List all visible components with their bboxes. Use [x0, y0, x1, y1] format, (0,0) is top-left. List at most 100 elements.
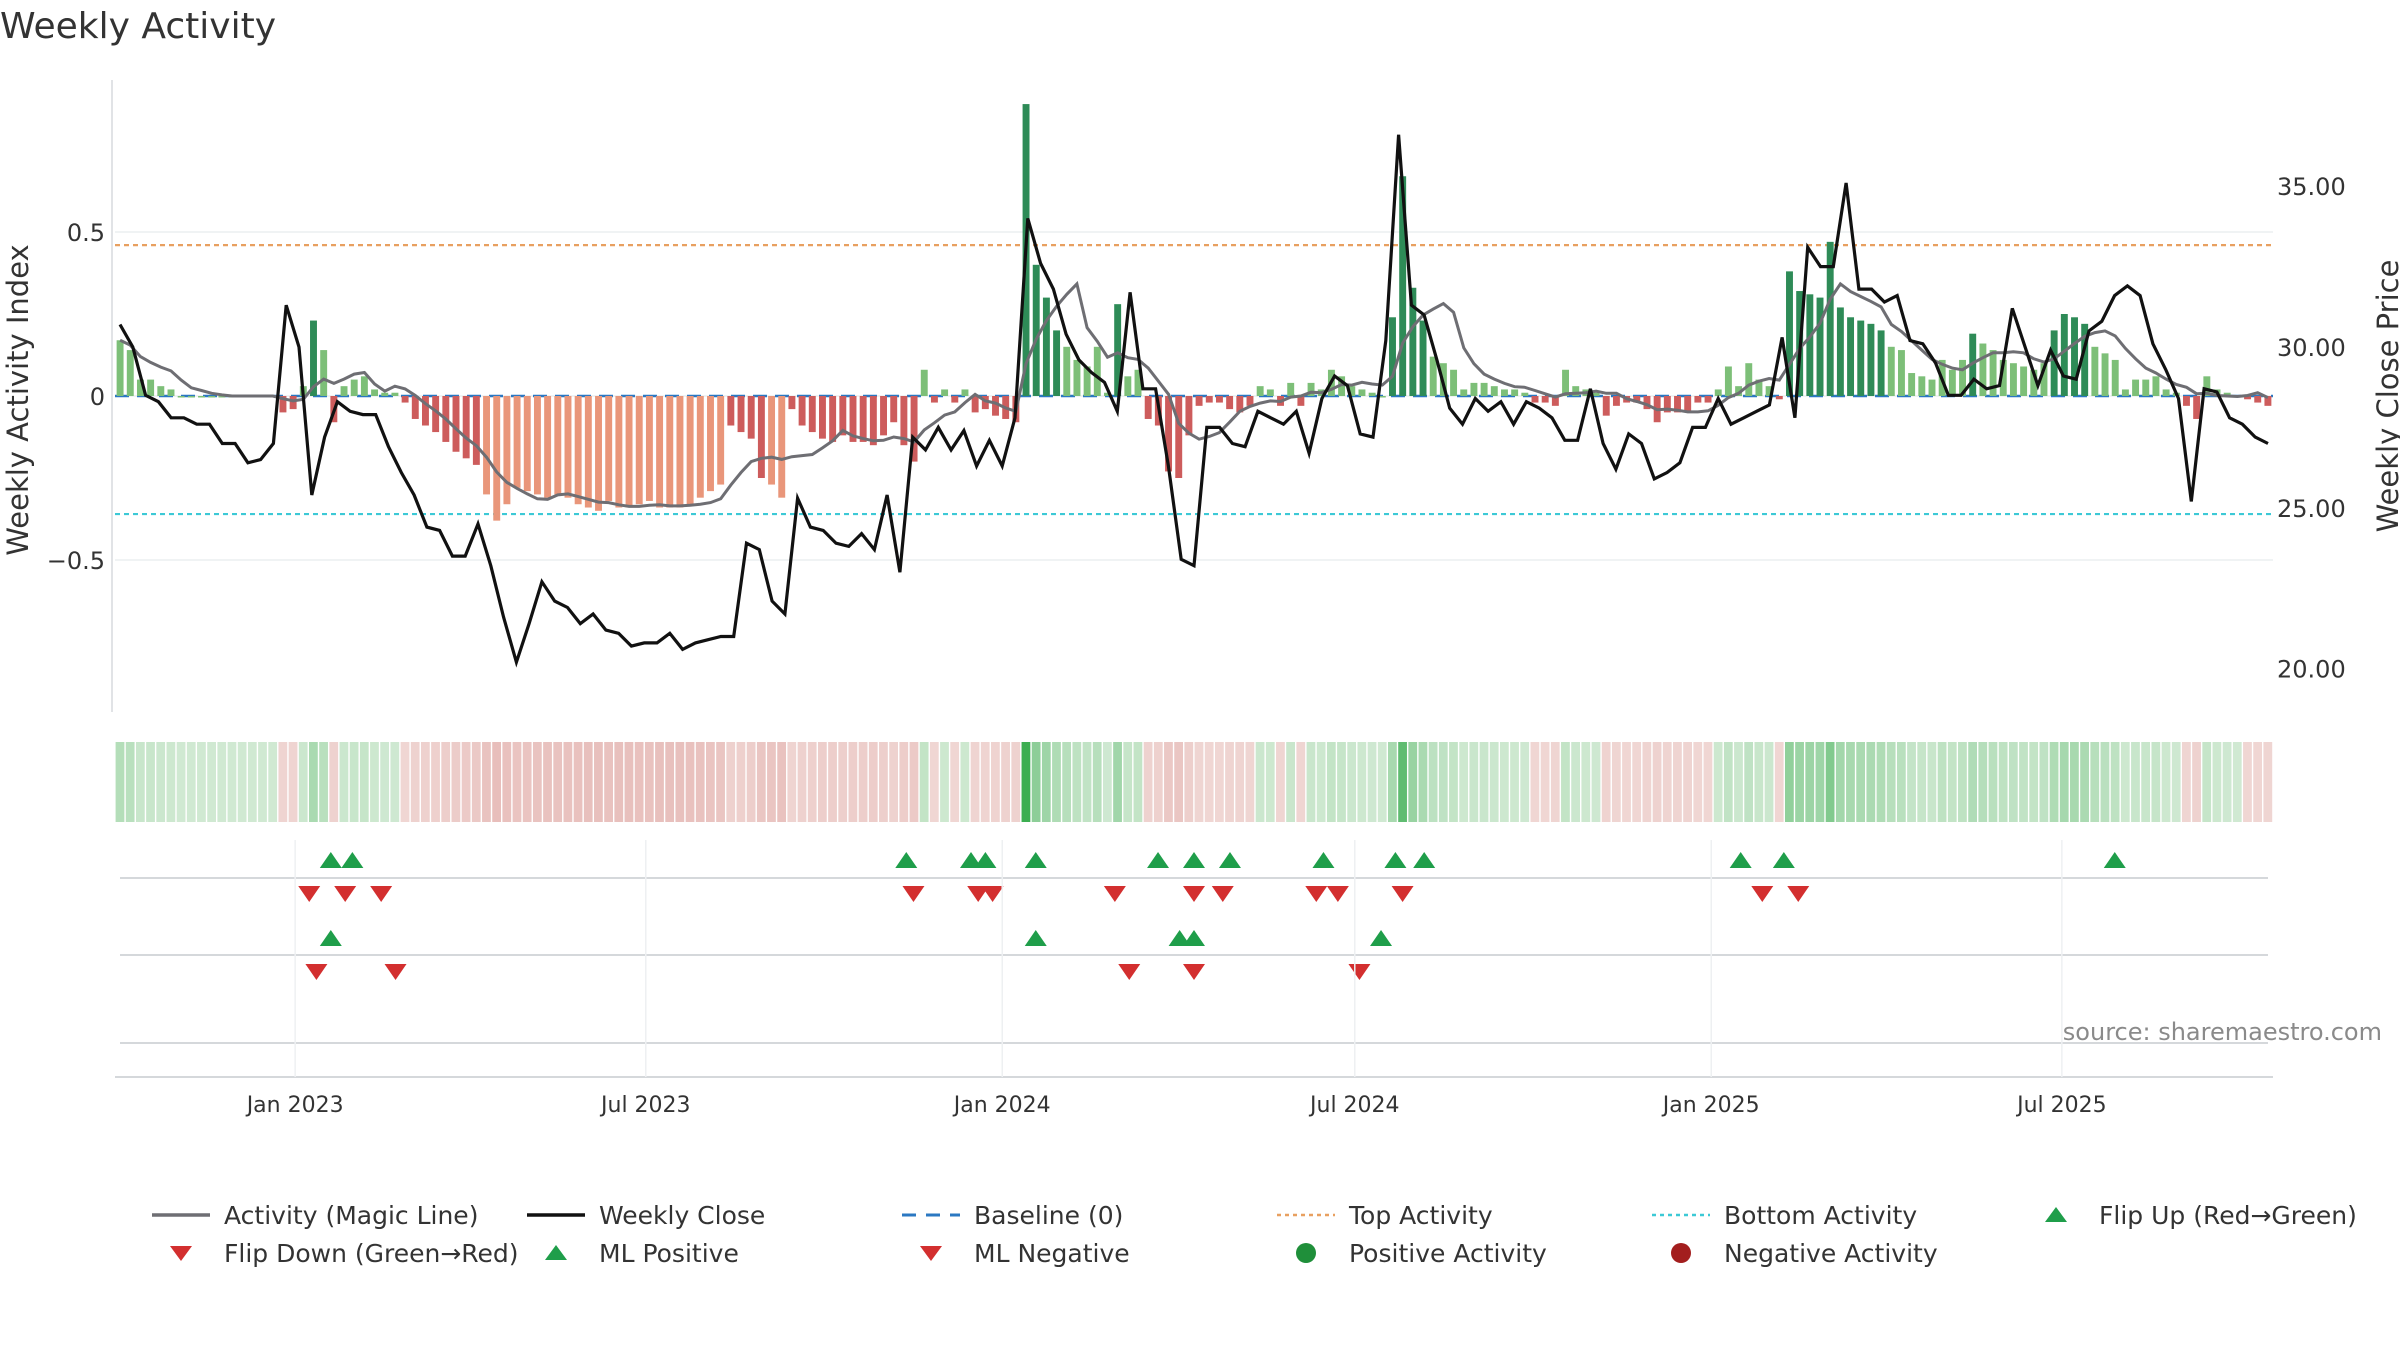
heat-cell	[1947, 742, 1957, 822]
activity-bar	[798, 396, 806, 426]
heat-cell	[746, 742, 756, 822]
heat-cell	[2243, 742, 2252, 822]
y2-tick-label: 20.00	[2277, 656, 2346, 684]
activity-bar	[1959, 359, 1966, 396]
activity-bar	[981, 396, 989, 410]
legend-item: Activity (Magic Line)	[150, 1200, 478, 1230]
heat-cell	[431, 742, 440, 822]
flip-down-marker	[981, 886, 1004, 902]
heat-cell	[2019, 742, 2028, 822]
activity-bar	[1948, 369, 1956, 396]
legend-item: Positive Activity	[1275, 1238, 1547, 1268]
activity-bar	[1124, 376, 1132, 396]
heat-cell	[2080, 742, 2089, 822]
ml-positive-marker	[1183, 930, 1205, 946]
activity-bar	[1165, 396, 1173, 472]
heat-cell	[319, 742, 328, 822]
activity-bar	[554, 396, 562, 495]
heat-cell	[1978, 742, 1988, 822]
heat-cell	[1489, 742, 1499, 822]
ml-negative-marker	[384, 964, 407, 980]
heat-cell	[1479, 742, 1489, 822]
flip-down-marker	[298, 886, 321, 902]
heat-cell	[838, 742, 848, 822]
activity-bar	[1378, 396, 1386, 398]
activity-bar	[1144, 396, 1152, 419]
heat-cell	[1896, 742, 1906, 822]
heat-cell	[879, 742, 888, 822]
heat-cell	[695, 742, 705, 822]
heat-cell	[1540, 742, 1550, 822]
flip-up-marker	[1024, 852, 1047, 868]
activity-bar	[381, 392, 389, 396]
heat-cell	[1276, 742, 1285, 822]
heat-cell	[227, 742, 237, 822]
heat-cell	[726, 742, 736, 822]
activity-bar	[1307, 382, 1315, 396]
heat-cell	[787, 742, 797, 822]
heat-cell	[186, 742, 196, 822]
heat-cell	[1214, 742, 1224, 822]
activity-bar	[2060, 314, 2068, 396]
heat-cell	[553, 742, 563, 822]
heat-cell	[2212, 742, 2222, 822]
legend-label: Baseline (0)	[974, 1200, 1124, 1230]
heat-cell	[1958, 742, 1967, 822]
heat-cell	[1438, 742, 1448, 822]
heat-cell	[756, 742, 766, 822]
activity-bar	[584, 396, 592, 508]
heat-cell	[2110, 742, 2120, 822]
activity-bar	[2111, 359, 2119, 396]
heat-cell	[1092, 742, 1102, 822]
heat-cell	[1713, 742, 1723, 822]
activity-bar	[289, 396, 297, 410]
heat-cell	[2131, 742, 2140, 822]
legend-label: ML Negative	[974, 1238, 1130, 1268]
activity-bar	[1918, 376, 1926, 396]
activity-bar	[472, 396, 480, 465]
activity-bar	[310, 320, 317, 396]
heat-cell	[807, 742, 817, 822]
legend-item: Baseline (0)	[900, 1200, 1123, 1230]
heat-cell	[614, 742, 624, 822]
activity-bar	[167, 389, 175, 396]
heat-cell	[125, 742, 135, 822]
activity-bar	[1786, 271, 1793, 396]
heat-cell	[1143, 742, 1153, 822]
activity-bar	[1511, 389, 1519, 396]
activity-bar	[1857, 320, 1865, 396]
heat-cell	[1296, 742, 1306, 822]
heat-cell	[1184, 742, 1194, 822]
activity-bar	[126, 350, 134, 396]
heat-cell	[2151, 742, 2161, 822]
heat-cell	[644, 742, 654, 822]
legend-item: Top Activity	[1275, 1200, 1493, 1230]
heat-cell	[2039, 742, 2049, 822]
activity-heat-strip	[115, 742, 2273, 822]
activity-bar	[411, 396, 419, 419]
heat-cell	[461, 742, 471, 822]
legend-symbol-icon	[170, 1246, 192, 1261]
activity-bar	[1521, 392, 1529, 396]
heat-cell	[2008, 742, 2018, 822]
heat-cell	[675, 742, 685, 822]
activity-bar	[818, 396, 826, 439]
activity-bar	[941, 389, 949, 396]
heat-cell	[604, 742, 613, 822]
activity-bar	[432, 396, 440, 433]
activity-bar	[1877, 330, 1885, 396]
activity-bar	[829, 396, 837, 442]
heat-cell	[1286, 742, 1295, 822]
heat-cell	[573, 742, 583, 822]
heat-cell	[2222, 742, 2232, 822]
activity-bar	[452, 396, 460, 452]
activity-bar	[2152, 376, 2160, 396]
heat-cell	[1683, 742, 1692, 822]
heat-cell	[1499, 742, 1509, 822]
activity-bar	[635, 396, 643, 505]
flip-up-marker	[341, 852, 364, 868]
heat-cell	[1316, 742, 1326, 822]
heat-cell	[1561, 742, 1570, 822]
activity-bar	[544, 396, 552, 498]
activity-bar	[1602, 396, 1610, 416]
